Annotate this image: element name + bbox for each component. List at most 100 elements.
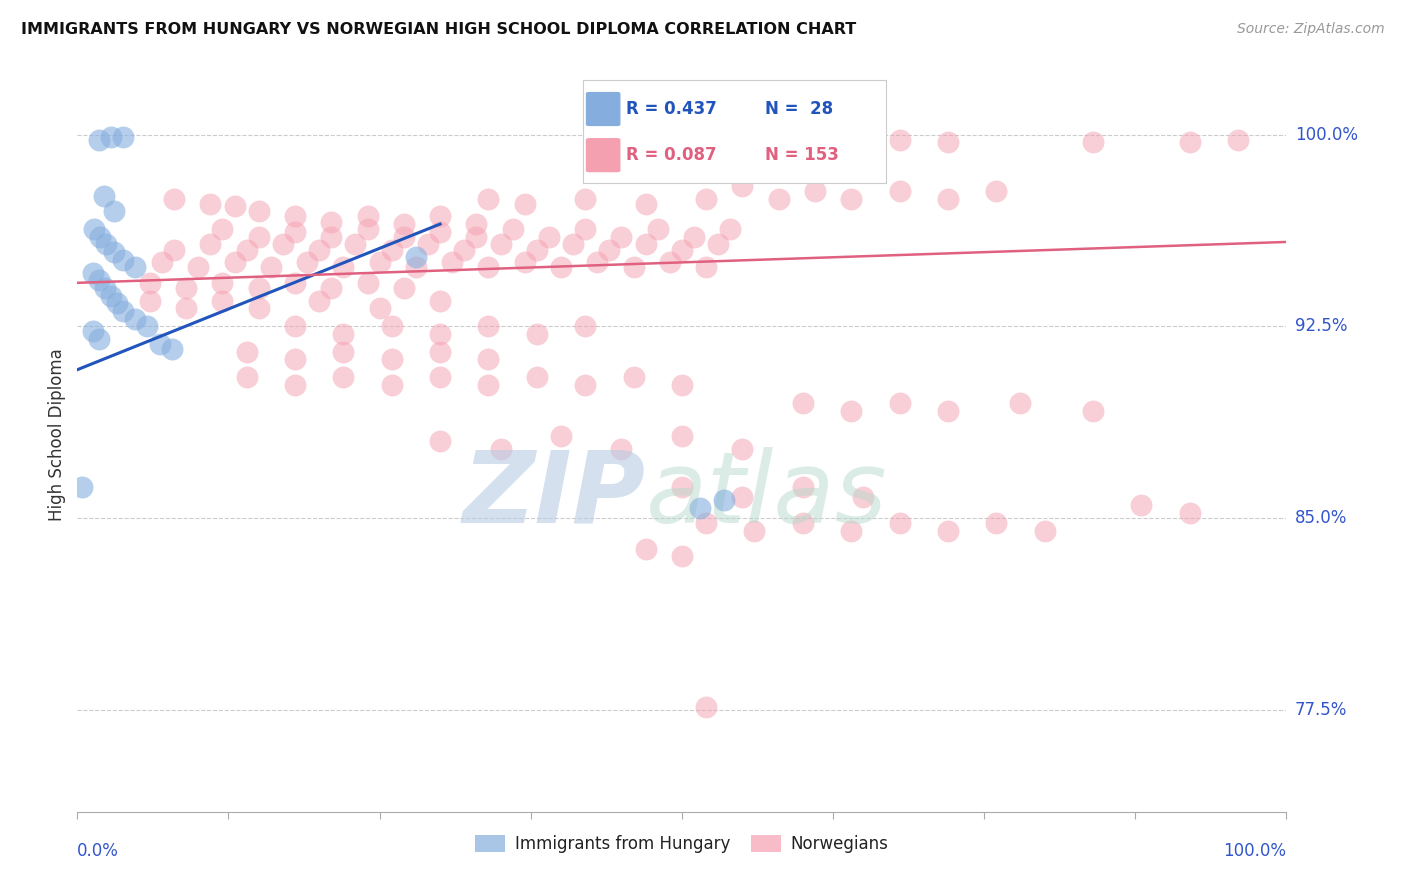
Point: [623, 370, 645, 384]
Point: [96, 237, 118, 252]
Point: [526, 326, 548, 341]
Point: [526, 243, 548, 257]
Point: [271, 237, 294, 252]
Point: [610, 230, 633, 244]
Text: 85.0%: 85.0%: [1295, 509, 1347, 527]
Point: [224, 199, 246, 213]
Point: [211, 222, 233, 236]
Point: [634, 541, 657, 556]
Legend: Immigrants from Hungary, Norwegians: Immigrants from Hungary, Norwegians: [468, 829, 896, 860]
Point: [671, 429, 693, 443]
Point: [689, 500, 711, 515]
Text: 0.0%: 0.0%: [77, 842, 120, 860]
Text: R = 0.437: R = 0.437: [626, 100, 717, 118]
Point: [87, 332, 110, 346]
Point: [936, 524, 959, 538]
Point: [477, 378, 499, 392]
Point: [112, 130, 135, 145]
Point: [247, 301, 270, 316]
Point: [731, 178, 754, 193]
Point: [112, 252, 135, 267]
Point: [332, 344, 354, 359]
Point: [356, 210, 378, 224]
Point: [235, 370, 257, 384]
Point: [1130, 498, 1153, 512]
Text: 92.5%: 92.5%: [1295, 318, 1347, 335]
Point: [768, 133, 790, 147]
Point: [1081, 403, 1104, 417]
Point: [308, 243, 330, 257]
Point: [284, 378, 307, 392]
Point: [160, 343, 183, 357]
Point: [136, 319, 159, 334]
Point: [598, 243, 620, 257]
Point: [574, 319, 596, 334]
Point: [368, 301, 391, 316]
Text: IMMIGRANTS FROM HUNGARY VS NORWEGIAN HIGH SCHOOL DIPLOMA CORRELATION CHART: IMMIGRANTS FROM HUNGARY VS NORWEGIAN HIG…: [21, 22, 856, 37]
Point: [707, 237, 730, 252]
Point: [429, 210, 451, 224]
Text: atlas: atlas: [645, 447, 887, 543]
Point: [112, 304, 135, 318]
Point: [381, 378, 404, 392]
Text: N = 153: N = 153: [765, 146, 839, 164]
Point: [1010, 396, 1032, 410]
Point: [731, 491, 754, 505]
Point: [1178, 506, 1201, 520]
Point: [695, 700, 717, 714]
Point: [429, 293, 451, 308]
Point: [284, 276, 307, 290]
Point: [815, 136, 838, 150]
Point: [623, 260, 645, 275]
Point: [671, 549, 693, 564]
Point: [1033, 524, 1056, 538]
Point: [465, 217, 488, 231]
Point: [477, 260, 499, 275]
Point: [321, 281, 343, 295]
Point: [936, 136, 959, 150]
Point: [731, 442, 754, 456]
Point: [187, 260, 209, 275]
Point: [465, 230, 488, 244]
Point: [718, 222, 741, 236]
Point: [839, 403, 862, 417]
Point: [235, 243, 257, 257]
Point: [502, 222, 524, 236]
Point: [610, 442, 633, 456]
Point: [416, 237, 439, 252]
Point: [513, 255, 536, 269]
Point: [429, 225, 451, 239]
FancyBboxPatch shape: [586, 93, 620, 126]
Point: [284, 225, 307, 239]
Point: [163, 192, 186, 206]
Point: [124, 260, 146, 275]
Point: [695, 192, 717, 206]
Point: [368, 255, 391, 269]
Point: [489, 237, 512, 252]
Point: [103, 245, 125, 260]
Point: [477, 319, 499, 334]
Point: [284, 352, 307, 367]
Point: [889, 516, 911, 530]
Text: 77.5%: 77.5%: [1295, 700, 1347, 719]
Point: [139, 293, 162, 308]
Point: [683, 230, 706, 244]
Point: [792, 396, 814, 410]
Point: [332, 260, 354, 275]
Point: [634, 196, 657, 211]
Point: [429, 326, 451, 341]
Point: [550, 260, 572, 275]
Point: [852, 491, 875, 505]
Point: [211, 276, 233, 290]
Point: [150, 255, 173, 269]
Point: [105, 296, 128, 310]
Point: [139, 276, 162, 290]
Point: [93, 189, 115, 203]
Point: [634, 237, 657, 252]
Point: [671, 480, 693, 494]
Point: [441, 255, 464, 269]
Point: [356, 222, 378, 236]
Point: [537, 230, 560, 244]
Point: [768, 192, 790, 206]
Point: [200, 196, 222, 211]
